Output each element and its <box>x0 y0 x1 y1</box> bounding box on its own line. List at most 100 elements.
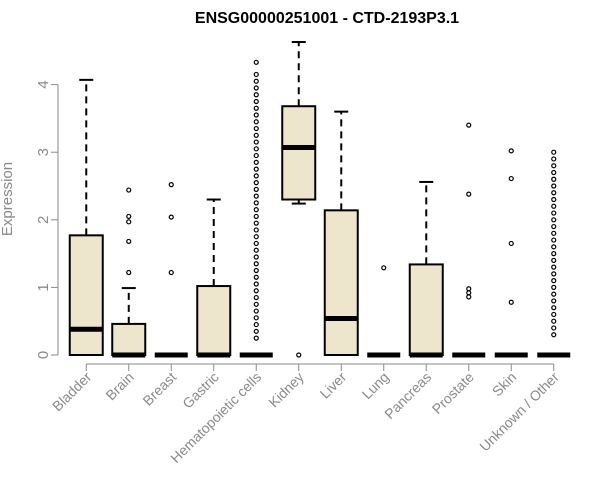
outlier-point <box>253 213 259 220</box>
chart-title: ENSG00000251001 - CTD-2193P3.1 <box>195 10 459 27</box>
box-body <box>408 263 444 356</box>
outlier-point <box>253 207 259 213</box>
y-axis: 0 1 2 3 4 <box>35 80 59 359</box>
outlier-point <box>253 125 259 132</box>
outlier-point <box>253 105 259 111</box>
outlier-point <box>253 166 259 172</box>
outlier-point <box>126 269 132 276</box>
outlier-point <box>551 291 557 297</box>
outlier-point <box>466 286 472 292</box>
outlier-point <box>551 183 557 189</box>
outlier-point <box>253 308 259 314</box>
outlier-point <box>253 267 259 274</box>
y-tick-label: 3 <box>35 148 52 156</box>
outlier-point <box>253 85 259 91</box>
outlier-point <box>551 210 557 216</box>
x-tick-label: Pancreas <box>381 369 434 422</box>
outlier-point <box>466 191 472 197</box>
outlier-point <box>551 244 557 250</box>
outlier-point <box>253 254 259 260</box>
y-tick-label: 4 <box>35 80 52 88</box>
outlier-point <box>168 182 174 188</box>
outlier-point <box>253 112 259 118</box>
y-tick-label: 0 <box>35 351 52 359</box>
outlier-point <box>253 315 259 321</box>
outlier-point <box>253 173 259 179</box>
outlier-point <box>253 321 259 328</box>
outlier-point <box>168 214 174 220</box>
x-tick-label: Breast <box>139 369 179 409</box>
outlier-point <box>253 98 259 105</box>
outlier-point <box>551 203 557 209</box>
outlier-point <box>253 119 259 125</box>
outlier-point <box>253 301 259 307</box>
box-body <box>281 105 317 201</box>
box-body <box>68 234 104 357</box>
x-tick-label: Kidney <box>265 369 307 411</box>
y-tick-label: 2 <box>35 216 52 224</box>
outlier-point <box>126 187 132 193</box>
box-skin <box>494 148 528 358</box>
outlier-point <box>466 294 472 300</box>
outlier-point <box>126 213 132 220</box>
outlier-point <box>551 251 557 257</box>
box-hematopoietic-cells <box>239 59 273 358</box>
outlier-point <box>253 234 259 240</box>
outlier-point <box>253 247 259 253</box>
outlier-point <box>508 299 514 305</box>
outlier-point <box>551 271 557 277</box>
outlier-point <box>551 169 557 176</box>
y-tick-label: 1 <box>35 283 52 291</box>
outlier-point <box>551 284 557 290</box>
box-unknown-other <box>537 149 571 358</box>
box-breast <box>154 182 188 358</box>
outlier-point <box>253 200 259 206</box>
box-gastric <box>196 198 232 358</box>
outlier-point <box>551 257 557 263</box>
outlier-point <box>296 352 302 358</box>
outlier-point <box>126 219 132 225</box>
outlier-point <box>253 274 259 280</box>
outlier-point <box>551 237 557 243</box>
box-body <box>111 322 147 356</box>
box-body <box>323 209 359 356</box>
outlier-point <box>253 132 259 138</box>
outlier-point <box>253 152 259 159</box>
outlier-point <box>508 240 514 247</box>
outlier-point <box>466 290 472 296</box>
outlier-point <box>253 180 259 186</box>
box-liver <box>323 110 359 356</box>
outlier-point <box>253 288 259 294</box>
x-tick-label: Liver <box>317 369 350 402</box>
box-pancreas <box>408 180 444 358</box>
x-tick-label: Lung <box>359 369 392 402</box>
boxes-group <box>68 41 571 358</box>
outlier-point <box>253 193 259 199</box>
outlier-point <box>381 265 387 271</box>
outlier-point <box>551 217 557 223</box>
outlier-point <box>253 328 259 334</box>
outlier-point <box>253 294 259 301</box>
outlier-point <box>253 335 259 341</box>
box-brain <box>111 187 147 358</box>
outlier-point <box>551 230 557 236</box>
outlier-point <box>466 122 472 128</box>
outlier-point <box>551 311 557 318</box>
outlier-point <box>253 92 259 98</box>
outlier-point <box>508 175 514 182</box>
outlier-point <box>551 149 557 155</box>
outlier-point <box>551 196 557 203</box>
y-axis-label: Expression <box>0 162 16 236</box>
outlier-point <box>551 163 557 169</box>
outlier-point <box>253 71 259 78</box>
outlier-point <box>253 261 259 267</box>
x-tick-label: Skin <box>489 369 520 400</box>
outlier-point <box>551 223 557 230</box>
outlier-point <box>253 227 259 233</box>
x-tick-label: Brain <box>102 369 136 403</box>
outlier-point <box>168 269 174 276</box>
outlier-point <box>551 264 557 270</box>
outlier-point <box>551 176 557 182</box>
